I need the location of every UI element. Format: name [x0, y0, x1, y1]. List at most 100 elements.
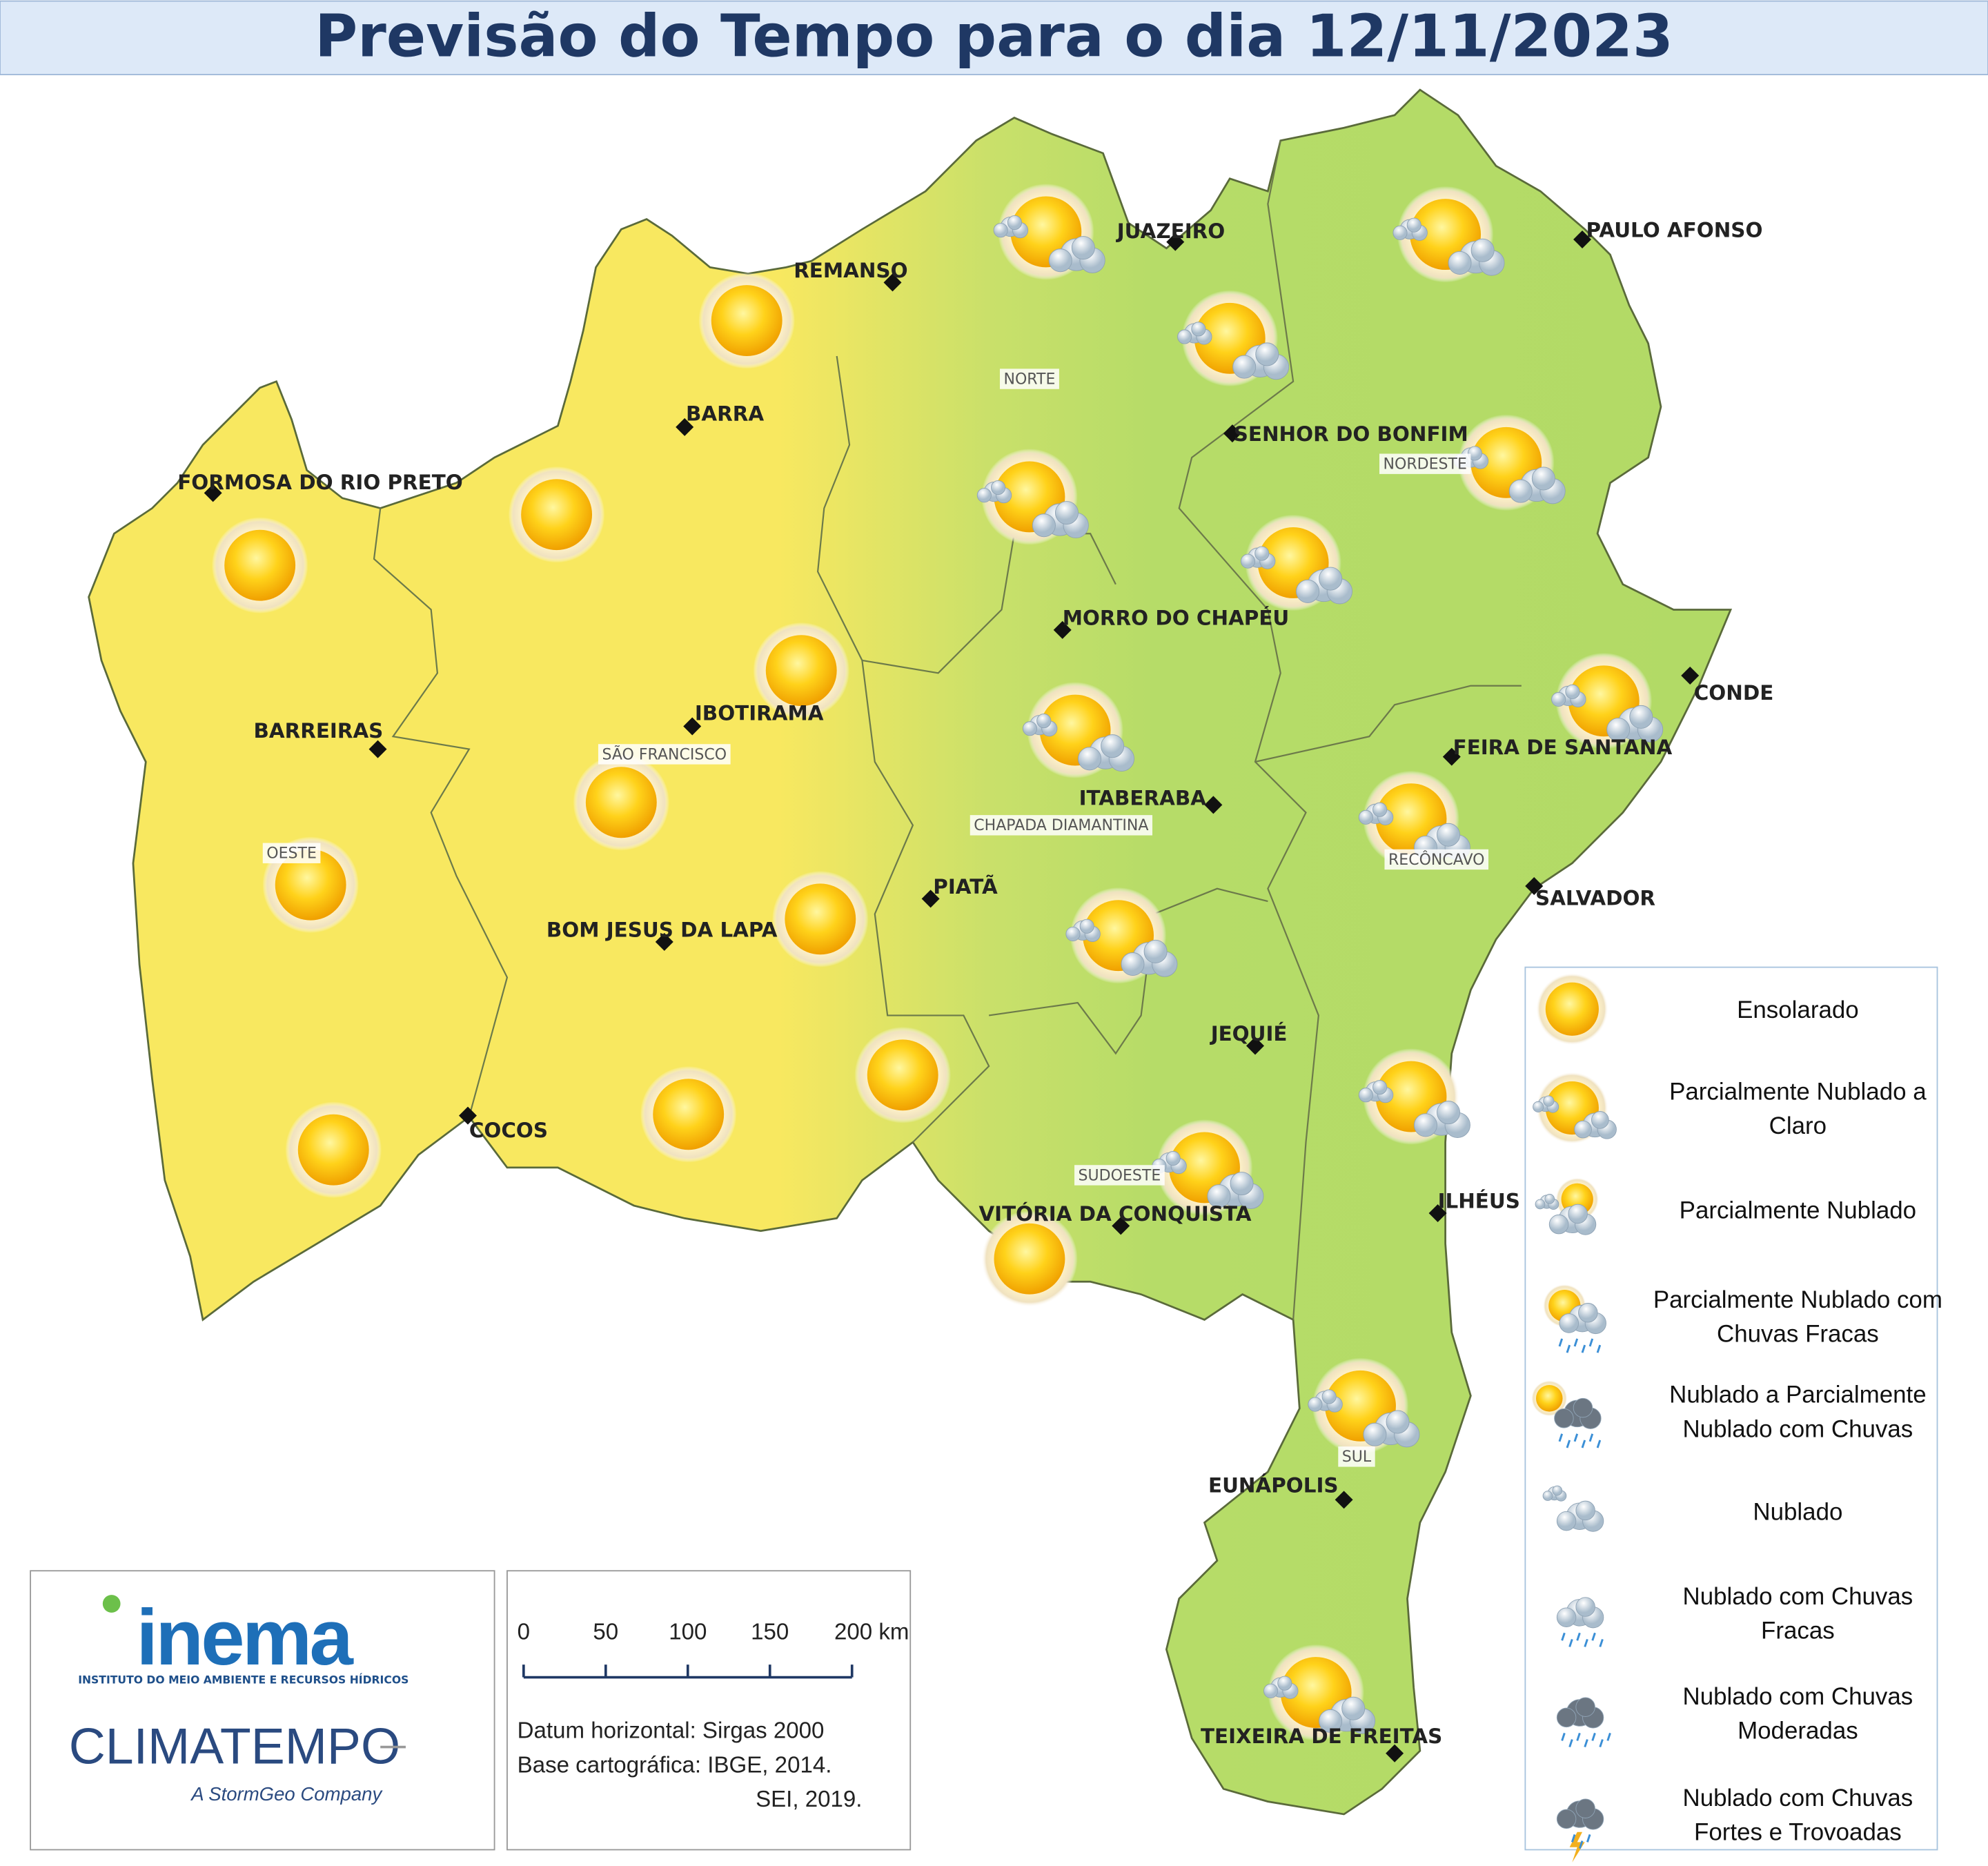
legend-item: Parcialmente Nublado com Chuvas Fracas — [1542, 1284, 1942, 1353]
sun — [585, 767, 657, 838]
legend-label: Parcialmente Nublado a — [1669, 1079, 1927, 1106]
rain-drop — [1588, 1433, 1594, 1442]
legend-label: Nublado com Chuvas — [1683, 1785, 1913, 1811]
cloud-puff — [1386, 1410, 1410, 1434]
cloud-puff — [1254, 546, 1270, 561]
legend-label: Parcialmente Nublado — [1680, 1197, 1916, 1224]
climatempo-logo: CLIMATEMPO — [69, 1717, 400, 1774]
legend-item: Parcialmente Nublado a Claro — [1533, 1072, 1927, 1144]
inema-logo: inema — [136, 1594, 354, 1682]
weather-icon — [211, 517, 308, 613]
city-marker — [1386, 1744, 1404, 1762]
rain-drop — [1581, 1344, 1586, 1353]
rain-drop — [1576, 1632, 1581, 1641]
cloud — [1551, 684, 1586, 708]
cloud-puff — [1048, 248, 1072, 273]
city-name: SALVADOR — [1535, 887, 1655, 910]
rain-drop — [1573, 1338, 1579, 1347]
cloud — [1554, 1397, 1602, 1429]
region-label-bg — [999, 369, 1059, 389]
scale-label: 100 — [669, 1619, 707, 1644]
rain-drop — [1558, 1433, 1564, 1442]
legend-label: Nublado — [1753, 1499, 1842, 1526]
weather-icon — [771, 870, 869, 968]
legend-label: Nublado a Parcialmente — [1669, 1382, 1927, 1408]
cloud — [1065, 919, 1101, 942]
city-name: VITÓRIA DA CONQUISTA — [978, 1201, 1251, 1226]
legend-item: Ensolarado — [1535, 972, 1859, 1045]
cloud-puff — [1101, 734, 1125, 758]
rain-drop — [1591, 1732, 1596, 1741]
legend-item: Nublado com Chuvas Moderadas — [1556, 1683, 1913, 1748]
logo-dot — [102, 1595, 121, 1613]
cloud-puff — [1551, 691, 1566, 707]
rain-drop — [1596, 1344, 1602, 1353]
region-label-bg — [598, 744, 731, 765]
cloud — [1556, 1798, 1604, 1830]
credit-line: Base cartográfica: IBGE, 2014. — [518, 1752, 832, 1778]
legend-label: Moderadas — [1738, 1718, 1858, 1745]
weather-icon — [1263, 1644, 1376, 1741]
cloud-puff — [1544, 1194, 1555, 1204]
cloud — [1556, 1597, 1604, 1629]
scale-bar: 0 50 100 150 200 km — [518, 1619, 909, 1679]
cloud-puff — [1556, 1511, 1577, 1531]
cloud-puff — [1079, 919, 1094, 934]
weather-icon — [993, 184, 1105, 280]
rain-drop — [1571, 1834, 1576, 1843]
city-name: BARRA — [686, 402, 764, 426]
cloud — [1413, 1101, 1470, 1139]
cloud-puff — [1071, 236, 1095, 260]
weather-icons — [211, 184, 1664, 1741]
legend-label: Parcialmente Nublado com — [1653, 1286, 1942, 1313]
cloud — [1022, 714, 1058, 737]
region-label-bg — [970, 815, 1153, 836]
region-label: CHAPADA DIAMANTINA — [970, 815, 1153, 836]
cloud-puff — [1448, 251, 1472, 275]
city-marker — [683, 717, 702, 736]
cloud-puff — [1358, 809, 1373, 825]
city-name: ILHÉUS — [1438, 1189, 1520, 1213]
legend-label: Nublado com Chuvas — [1683, 1683, 1913, 1710]
cloud — [1078, 734, 1134, 772]
cloud — [1319, 1696, 1376, 1734]
cloud-puff — [1054, 501, 1079, 525]
cloud-puff — [1032, 513, 1056, 538]
credit-line: Datum horizontal: Sirgas 2000 — [518, 1718, 825, 1744]
weather-icon — [753, 622, 850, 719]
rain-drop — [1586, 1834, 1591, 1843]
legend-label: Fracas — [1761, 1617, 1835, 1644]
legend-icon — [1556, 1697, 1611, 1748]
legend-icon — [1542, 1485, 1604, 1532]
legend-item: Nublado a Parcialmente Nublado com Chuvas — [1531, 1380, 1927, 1448]
city-marker — [1335, 1491, 1353, 1509]
weather-icon — [1308, 1357, 1420, 1455]
cloud — [1548, 1204, 1597, 1235]
legend-icon — [1535, 1177, 1600, 1235]
cloud-puff — [1542, 1491, 1553, 1501]
city-name: PIATÃ — [933, 874, 998, 898]
weather-icon — [508, 466, 605, 563]
cloud-puff — [1406, 217, 1421, 233]
city-name: JEQUIÉ — [1210, 1021, 1288, 1045]
region-name: SUL — [1342, 1448, 1372, 1466]
cloud-puff — [1372, 1080, 1388, 1095]
climatempo-subtitle: A StormGeo Company — [190, 1783, 383, 1805]
legend-icon — [1533, 1072, 1617, 1144]
cloud-puff — [1022, 721, 1038, 736]
region-name: NORDESTE — [1384, 456, 1467, 473]
cloud-puff — [1319, 1709, 1343, 1733]
credit-line: SEI, 2019. — [756, 1787, 862, 1812]
legend-label: Nublado com Chuvas — [1683, 1415, 1913, 1442]
cloud-puff — [1296, 579, 1320, 603]
legend-label: Ensolarado — [1737, 996, 1859, 1023]
city-marker — [1428, 1204, 1447, 1223]
cloud-puff — [1263, 1683, 1279, 1698]
region-name: NORTE — [1003, 371, 1055, 388]
cloud-puff — [1165, 1150, 1181, 1166]
border — [1178, 140, 1319, 1320]
cloud — [993, 215, 1029, 239]
border — [373, 508, 509, 1117]
sun — [1535, 1385, 1563, 1412]
